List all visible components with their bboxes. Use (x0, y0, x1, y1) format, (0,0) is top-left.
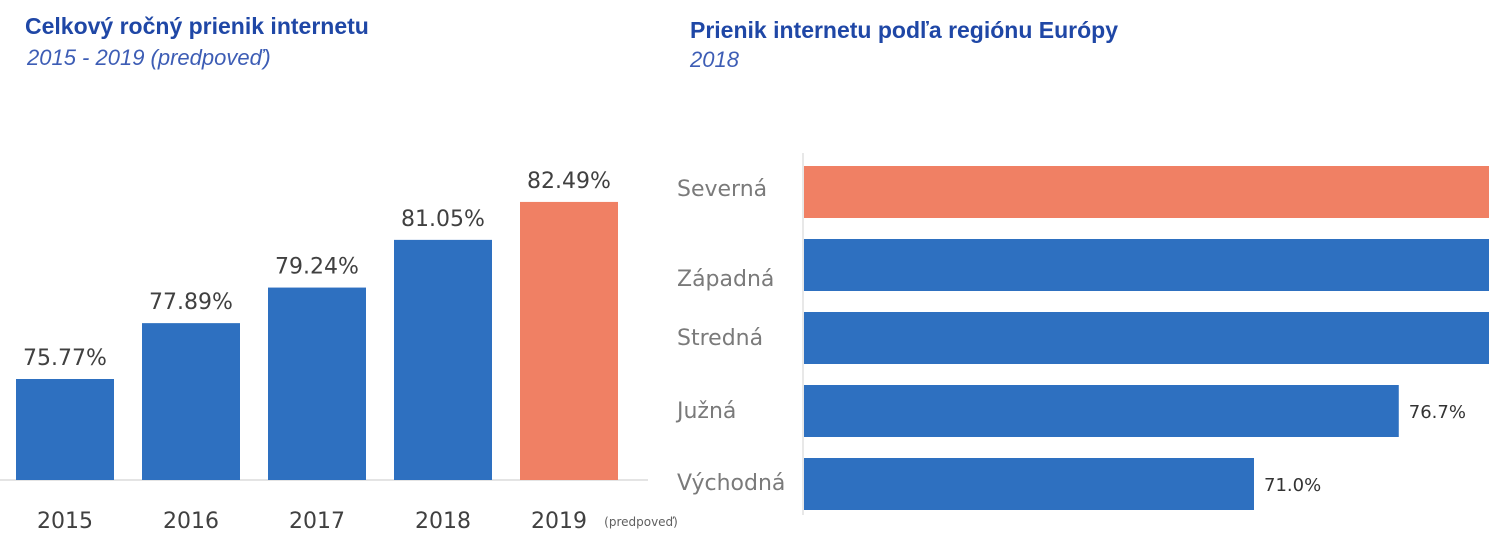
hbar-Východná (804, 458, 1254, 510)
x-tick-2019: 2019 (531, 509, 587, 534)
bar-value-label-2017: 79.24% (275, 255, 359, 280)
x-tick-note-2019: (predpoveď) (604, 515, 678, 529)
hbar-Stredná (804, 312, 1489, 364)
y-category-Stredná: Stredná (677, 326, 763, 351)
x-tick-2015: 2015 (37, 509, 93, 534)
x-tick-2018: 2018 (415, 509, 471, 534)
y-category-Severná: Severná (677, 177, 767, 202)
y-category-Západná: Západná (677, 267, 774, 292)
bar-2018 (394, 239, 492, 480)
y-category-Južná: Južná (675, 399, 736, 424)
bar-value-label-2019: 82.49% (527, 169, 611, 194)
bar-2015 (16, 379, 114, 480)
chart1-subtitle: 2015 - 2019 (predpoveď) (27, 45, 271, 70)
hbar-Južná (804, 385, 1399, 437)
chart2-subtitle: 2018 (690, 47, 739, 72)
hbar-value-label-Východná: 71.0% (1264, 475, 1321, 496)
hbar-Západná (804, 239, 1489, 291)
x-tick-2016: 2016 (163, 509, 219, 534)
y-category-Východná: Východná (677, 471, 785, 496)
bar-value-label-2016: 77.89% (149, 290, 233, 315)
x-tick-2017: 2017 (289, 509, 345, 534)
hbar-Severná (804, 166, 1489, 218)
bar-value-label-2018: 81.05% (401, 207, 485, 232)
chart2-title: Prienik internetu podľa regiónu Európy (690, 17, 1119, 43)
bar-2019 (520, 201, 618, 481)
bar-value-label-2015: 75.77% (23, 346, 107, 371)
bar-2016 (142, 323, 240, 480)
chart1-title: Celkový ročný prienik internetu (25, 13, 369, 39)
hbar-value-label-Južná: 76.7% (1409, 402, 1466, 423)
bar-2017 (268, 287, 366, 480)
